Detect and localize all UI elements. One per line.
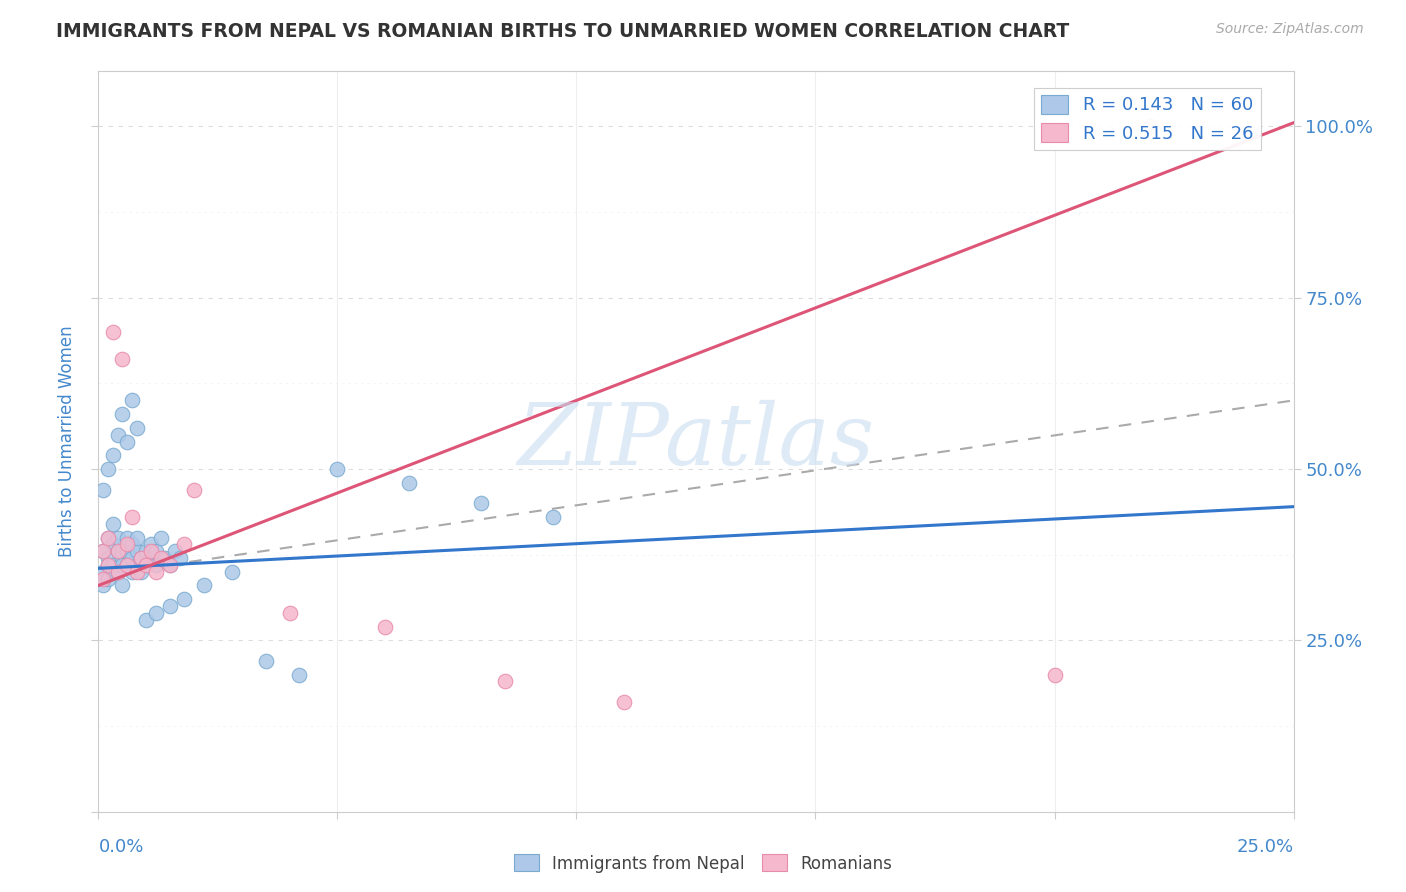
Point [101,448,124,462]
Point [131,551,153,566]
Point [139,537,162,551]
Point [97,531,120,545]
Point [139,544,162,558]
Point [115,558,138,572]
Point [288,667,311,681]
Point [91,544,114,558]
Point [135,613,157,627]
Point [101,537,124,551]
Point [135,558,157,572]
Point [107,544,129,558]
Point [121,393,143,408]
Point [145,565,167,579]
Point [101,516,124,531]
Point [91,578,114,592]
Point [107,531,129,545]
Text: Source: ZipAtlas.com: Source: ZipAtlas.com [1216,22,1364,37]
Point [97,551,120,566]
Point [173,537,195,551]
Text: 25.0%: 25.0% [1236,838,1294,855]
Point [131,565,153,579]
Point [326,462,349,476]
Point [193,578,215,592]
Point [111,558,134,572]
Point [101,565,124,579]
Point [131,551,153,566]
Point [111,551,134,566]
Point [494,674,516,689]
Point [107,565,129,579]
Legend: R = 0.143   N = 60, R = 0.515   N = 26: R = 0.143 N = 60, R = 0.515 N = 26 [1035,87,1261,150]
Point [145,558,167,572]
Point [101,325,124,339]
Point [163,544,186,558]
Point [111,544,134,558]
Point [97,558,120,572]
Point [125,558,148,572]
Point [159,558,181,572]
Point [115,531,138,545]
Point [107,544,129,558]
Point [125,565,148,579]
Point [135,558,157,572]
Point [111,407,134,421]
Text: IMMIGRANTS FROM NEPAL VS ROMANIAN BIRTHS TO UNMARRIED WOMEN CORRELATION CHART: IMMIGRANTS FROM NEPAL VS ROMANIAN BIRTHS… [56,22,1070,41]
Point [121,537,143,551]
Text: 0.0%: 0.0% [98,838,143,855]
Point [541,510,564,524]
Point [254,654,277,668]
Point [145,606,167,620]
Point [107,565,129,579]
Point [91,572,114,586]
Point [159,599,181,613]
Point [91,544,114,558]
Point [139,551,162,566]
Point [121,565,143,579]
Point [91,483,114,497]
Point [135,544,157,558]
Point [159,558,181,572]
Point [97,531,120,545]
Point [115,434,138,449]
Point [221,565,243,579]
Point [145,544,167,558]
Point [398,475,420,490]
Point [470,496,492,510]
Point [111,578,134,592]
Text: ZIPatlas: ZIPatlas [517,401,875,483]
Point [169,551,191,566]
Point [173,592,195,607]
Point [125,531,148,545]
Point [125,421,148,435]
Legend: Immigrants from Nepal, Romanians: Immigrants from Nepal, Romanians [508,847,898,880]
Point [115,558,138,572]
Point [1139,119,1161,133]
Point [183,483,205,497]
Point [107,427,129,442]
Point [121,510,143,524]
Point [278,606,301,620]
Point [97,572,120,586]
Point [1043,667,1066,681]
Point [91,565,114,579]
Point [121,551,143,566]
Point [613,695,636,709]
Point [149,551,172,566]
Point [115,537,138,551]
Point [149,531,172,545]
Point [374,619,396,633]
Point [125,544,148,558]
Point [97,462,120,476]
Point [97,558,120,572]
Point [115,544,138,558]
Point [111,352,134,367]
Point [101,558,124,572]
Point [155,551,177,566]
Y-axis label: Births to Unmarried Women: Births to Unmarried Women [58,326,76,558]
